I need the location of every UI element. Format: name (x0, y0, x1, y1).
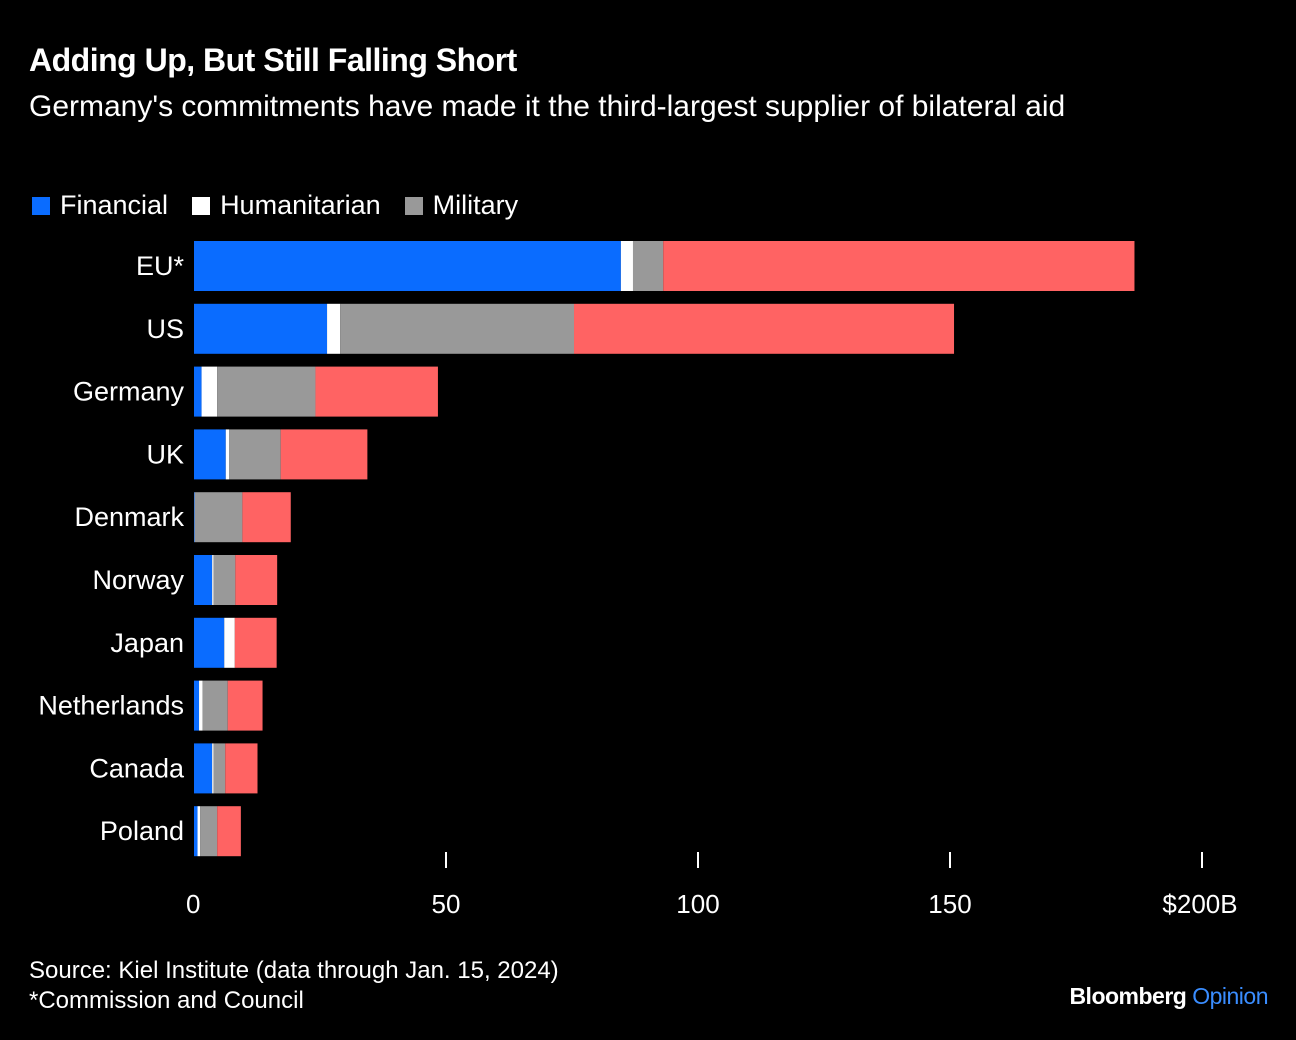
bar-segment-humanitarian (327, 303, 341, 354)
legend-item-humanitarian: Humanitarian (192, 190, 381, 221)
bar-segment-humanitarian (620, 241, 633, 291)
bar-segment-financial (194, 241, 621, 291)
legend-item-military: Military (404, 190, 519, 221)
x-tick-label: 150 (928, 889, 971, 919)
category-label: Denmark (74, 502, 184, 532)
category-label: Japan (110, 628, 184, 658)
legend-swatch-humanitarian (192, 196, 211, 215)
bar-segment-financial (194, 492, 195, 543)
x-tick-label: 100 (676, 889, 719, 919)
bar-segment-military (213, 555, 236, 605)
bar-segment-series-3 (242, 492, 291, 543)
category-label: Norway (92, 565, 184, 595)
category-label: UK (146, 439, 184, 469)
bar-segment-financial (194, 680, 200, 731)
category-label: US (146, 314, 184, 344)
footer: Source: Kiel Institute (data through Jan… (29, 956, 559, 1016)
bar-segment-humanitarian (199, 680, 203, 731)
bar-segment-series-3 (225, 743, 258, 794)
x-tick-label: 0 (186, 889, 200, 919)
bar-segment-military (340, 303, 575, 354)
legend: Financial Humanitarian Military (32, 190, 518, 221)
bar-segment-series-3 (280, 429, 368, 480)
legend-swatch-financial (32, 196, 50, 215)
bar-segment-humanitarian (224, 617, 235, 668)
legend-label: Humanitarian (220, 190, 381, 220)
chart-title: Adding Up, But Still Falling Short (29, 42, 517, 78)
logo-section: Opinion (1192, 983, 1268, 1009)
bar-segment-series-3 (217, 806, 241, 857)
legend-item-financial: Financial (32, 190, 168, 221)
legend-swatch-military (404, 196, 423, 215)
bar-segment-financial (194, 366, 202, 417)
bar-segment-military (200, 806, 218, 857)
category-label: Poland (100, 816, 184, 846)
bar-segment-military (213, 743, 226, 794)
bar-segment-humanitarian (225, 429, 230, 480)
legend-label: Financial (60, 190, 169, 220)
bar-segment-series-3 (234, 617, 277, 668)
logo-brand: Bloomberg (1069, 983, 1187, 1009)
x-tick-label: 50 (432, 889, 461, 919)
category-label: Netherlands (38, 691, 184, 721)
chart-subtitle: Germany's commitments have made it the t… (29, 90, 1066, 123)
bar-segment-humanitarian (201, 366, 218, 417)
bar-segment-military (229, 429, 281, 480)
bar-segment-humanitarian (212, 743, 214, 794)
bar-segment-humanitarian (197, 806, 201, 857)
bar-segment-financial (194, 617, 225, 668)
x-tick-label: $200B (1162, 889, 1237, 919)
bar-segment-military (194, 492, 243, 543)
category-label: EU* (136, 251, 185, 281)
bar-segment-military (632, 241, 664, 291)
footnote: *Commission and Council (29, 987, 304, 1014)
bar-segment-financial (194, 429, 226, 480)
bloomberg-opinion-logo: Bloomberg Opinion (1069, 983, 1268, 1010)
legend-label: Military (432, 190, 519, 220)
bar-segment-military (202, 680, 228, 731)
bar-segment-series-3 (663, 241, 1135, 291)
category-label: Germany (73, 377, 185, 407)
source-note: Source: Kiel Institute (data through Jan… (29, 957, 559, 984)
bar-segment-financial (194, 806, 198, 857)
category-label: Canada (89, 753, 185, 783)
bar-segment-financial (194, 303, 328, 354)
bar-segment-financial (194, 743, 213, 794)
bar-segment-series-3 (315, 366, 438, 417)
bar-segment-series-3 (574, 303, 955, 354)
bar-segment-military (217, 366, 316, 417)
bar-segment-series-3 (227, 680, 263, 731)
bar-segment-humanitarian (212, 555, 214, 605)
bar-segment-series-3 (235, 555, 278, 605)
bar-segment-financial (194, 555, 213, 605)
